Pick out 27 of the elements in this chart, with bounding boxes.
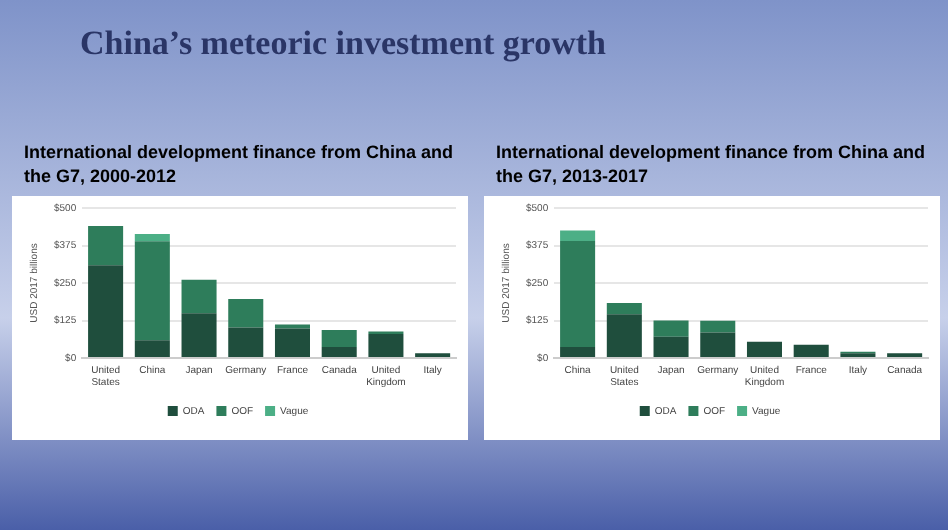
bar [321, 330, 357, 347]
bar [606, 303, 642, 315]
bar [134, 234, 170, 242]
chart-title: China’s meteoric investment growth [80, 24, 606, 64]
chart-subtitle: International development finance from China and the G7, 2013-2017 [496, 140, 928, 190]
bar [560, 230, 596, 241]
bar [88, 265, 124, 357]
bar [700, 320, 736, 333]
bar [134, 241, 170, 341]
bar [228, 327, 264, 357]
bar [560, 346, 596, 357]
bar [274, 328, 310, 357]
bar [88, 226, 124, 266]
bar [700, 332, 736, 357]
bar [560, 241, 596, 347]
bar [181, 313, 217, 357]
bar [181, 279, 217, 314]
bar [368, 334, 404, 357]
bar [746, 341, 782, 357]
bar [228, 298, 264, 328]
bar [606, 314, 642, 357]
chart-subtitle: International development finance from China and the G7, 2000-2012 [24, 140, 456, 190]
bar [653, 320, 689, 337]
bar [134, 340, 170, 357]
bar [321, 346, 357, 357]
bar [653, 336, 689, 357]
bar [793, 344, 829, 357]
